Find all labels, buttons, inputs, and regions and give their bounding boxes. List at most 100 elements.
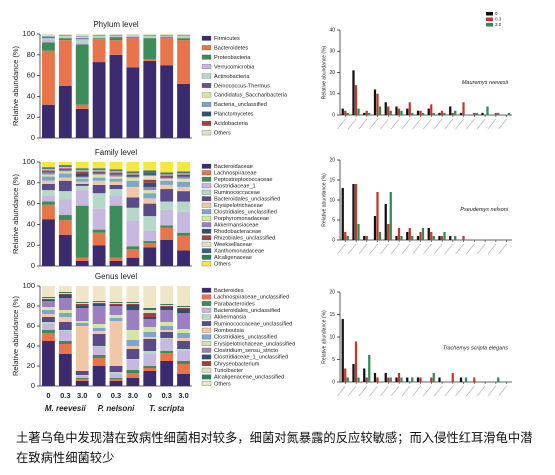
- bar-segment: [92, 306, 106, 324]
- x-tick-stub: [380, 118, 389, 130]
- legend-label: Bacteroidales_unclassified: [214, 196, 280, 202]
- legend-swatch: [201, 354, 212, 360]
- legend-label: Clostridiaceae_1: [214, 183, 256, 189]
- bar-segment: [92, 303, 106, 304]
- bar-segment: [126, 37, 140, 39]
- legend-swatch: [201, 64, 212, 70]
- legend-label: Xanthomonadaceae: [214, 248, 264, 254]
- legend-swatch: [201, 120, 212, 126]
- chart-title: Family level: [95, 148, 137, 157]
- bar-segment: [75, 379, 89, 381]
- bar-segment: [42, 176, 55, 181]
- y-tick-label: 10: [329, 334, 335, 340]
- bar-segment: [143, 36, 157, 38]
- bar-segment: [42, 39, 55, 43]
- bar: [408, 228, 411, 240]
- bar-segment: [143, 371, 157, 386]
- bar-segment: [92, 35, 106, 37]
- bar-segment: [92, 366, 106, 386]
- bar-segment: [143, 286, 157, 308]
- x-tick-stub: [444, 118, 454, 130]
- bar-segment: [75, 304, 89, 306]
- legend-label: Bacteroidales_unclassified: [214, 308, 280, 314]
- bar: [376, 377, 379, 382]
- bar-segment: [143, 247, 157, 266]
- bar-segment: [143, 179, 157, 183]
- bar-segment: [92, 334, 106, 346]
- legend-swatch: [201, 73, 212, 79]
- y-axis-label: Relative abundance (%): [321, 45, 327, 99]
- bar-segment: [58, 38, 72, 41]
- bar: [389, 192, 392, 240]
- bar-segment: [126, 186, 140, 198]
- bar-segment: [75, 308, 89, 321]
- legend-swatch: [201, 92, 212, 98]
- bar-segment: [109, 35, 123, 37]
- bar-segment: [160, 339, 174, 351]
- bar-segment: [92, 34, 106, 36]
- bar-segment: [42, 34, 55, 37]
- bar-segment: [58, 199, 72, 216]
- bar-segment: [42, 50, 55, 105]
- bar-segment: [58, 36, 72, 38]
- legend-swatch: [201, 202, 212, 208]
- bar-segment: [160, 180, 174, 185]
- bar-segment: [126, 370, 140, 373]
- bar-segment: [75, 185, 89, 191]
- bar-segment: [126, 174, 140, 176]
- x-tick-stub: [401, 385, 411, 397]
- bar-segment: [42, 167, 55, 169]
- bar-segment: [177, 313, 190, 329]
- bar: [352, 70, 355, 115]
- x-tick-stub: [380, 243, 389, 255]
- bar-segment: [126, 257, 140, 266]
- bar-segment: [92, 162, 106, 169]
- x-tick-stub: [358, 118, 368, 130]
- bar-segment: [160, 201, 174, 210]
- bar: [451, 373, 454, 382]
- bar-segment: [92, 355, 106, 358]
- bar-segment: [143, 327, 157, 332]
- bar-segment: [92, 177, 106, 181]
- bar-segment: [160, 174, 174, 176]
- bar-segment: [42, 297, 55, 298]
- bar: [376, 192, 379, 240]
- legend-label: 0: [495, 11, 498, 16]
- legend-swatch: [201, 228, 212, 234]
- bar: [389, 110, 392, 115]
- bar-segment: [75, 104, 89, 109]
- bar-segment: [126, 207, 140, 221]
- legend-swatch: [201, 301, 212, 306]
- bar-segment: [92, 302, 106, 303]
- legend-swatch: [201, 235, 212, 241]
- legend-swatch: [201, 196, 212, 202]
- y-axis-label: Relative abundance (%): [321, 310, 327, 364]
- bar-segment: [160, 162, 174, 173]
- bar-segment: [143, 37, 157, 39]
- chart-title: Phylum level: [93, 20, 139, 29]
- bar-segment: [58, 173, 72, 178]
- bar-segment: [109, 176, 123, 179]
- bar-segment: [58, 167, 72, 169]
- bar: [346, 112, 349, 115]
- bar-segment: [58, 310, 72, 313]
- bar-segment: [58, 354, 72, 386]
- bar-segment: [160, 306, 174, 307]
- legend-swatch: [201, 183, 212, 189]
- bar: [443, 112, 446, 115]
- bar-segment: [143, 162, 157, 171]
- bar-segment: [58, 298, 72, 310]
- bar-segment: [177, 349, 190, 351]
- bar: [430, 377, 433, 382]
- x-tick-stub: [347, 385, 357, 397]
- bar: [421, 112, 425, 115]
- bar-segment: [126, 38, 140, 68]
- bar-segment: [160, 209, 174, 226]
- bar-segment: [92, 168, 106, 170]
- bar-segment: [177, 34, 190, 36]
- x-tick-stub: [412, 118, 421, 130]
- bar-segment: [75, 178, 89, 182]
- bar: [443, 232, 446, 240]
- bar-segment: [160, 338, 174, 339]
